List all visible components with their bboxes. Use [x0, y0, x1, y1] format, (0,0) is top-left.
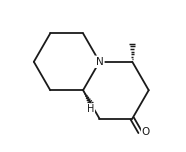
Text: H: H [87, 104, 94, 114]
Text: O: O [141, 127, 150, 137]
Text: N: N [96, 57, 103, 67]
